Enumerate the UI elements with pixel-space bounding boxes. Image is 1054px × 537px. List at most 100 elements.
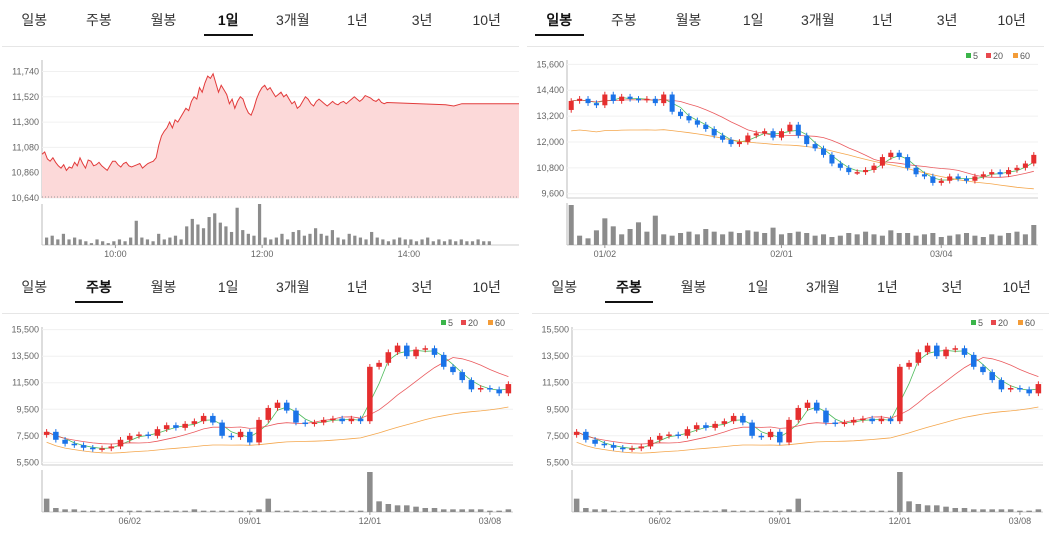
y-tick-label: 11,500: [12, 378, 39, 388]
ma-legend: 5 20 60: [966, 51, 1030, 61]
tab-8[interactable]: 10년: [1002, 279, 1031, 295]
volume-bar: [669, 235, 675, 245]
tab-8[interactable]: 10년: [472, 279, 501, 295]
volume-bar: [762, 233, 768, 245]
x-tick-label: 01/02: [594, 249, 617, 259]
tab-6[interactable]: 1년: [347, 279, 368, 295]
volume-bar: [168, 237, 172, 245]
volume-bar: [112, 241, 116, 245]
legend-swatch-60: [1013, 53, 1018, 58]
tab-3[interactable]: 월봉: [150, 12, 177, 28]
candle-body: [330, 418, 336, 421]
tab-1[interactable]: 일봉: [551, 279, 578, 295]
volume-bar: [336, 237, 340, 245]
volume-bar: [1007, 509, 1014, 512]
volume-bar: [635, 222, 642, 245]
candle-body: [786, 419, 792, 443]
volume-bar: [140, 237, 144, 245]
volume-bar: [656, 510, 663, 512]
tab-3[interactable]: 월봉: [150, 279, 177, 295]
tab-7[interactable]: 3년: [941, 279, 963, 295]
chart-svg: 15,500 13,500 11,500 9,500 7,500 5,500 06/02 09…: [11, 318, 513, 526]
y-tick-label: 10,640: [11, 193, 39, 203]
candle-body: [837, 163, 843, 168]
tab-2[interactable]: 주봉: [86, 12, 112, 28]
volume-bar: [84, 241, 88, 245]
volume-bar: [736, 233, 742, 245]
tab-2[interactable]: 주봉: [597, 275, 662, 303]
x-tick-label: 03/08: [479, 516, 502, 526]
x-tick-label: 12/01: [889, 516, 912, 526]
volume-bar: [62, 509, 68, 512]
candle-body: [219, 422, 225, 436]
volume-bar: [505, 509, 512, 512]
volume-bar: [213, 213, 217, 245]
tab-2[interactable]: 주봉: [67, 275, 132, 303]
volume-bar: [758, 510, 765, 512]
tab-2[interactable]: 주봉: [611, 12, 637, 28]
candle-body: [661, 94, 667, 104]
tab-8[interactable]: 10년: [997, 12, 1026, 28]
volume-bar: [330, 230, 335, 245]
tab-5[interactable]: 3개월: [806, 279, 840, 295]
intraday-chart-panel: 일봉 주봉 월봉 1일 3개월 1년 3년 10년 11,740 11,520 11,300 11,0…: [2, 8, 519, 270]
candle-body: [955, 176, 961, 179]
tab-4[interactable]: 1일: [747, 279, 769, 295]
volume-bar: [947, 235, 953, 245]
y-tick-label: 9,600: [541, 189, 564, 199]
tab-4[interactable]: 1일: [217, 279, 239, 295]
tab-1[interactable]: 일봉: [527, 8, 592, 36]
volume-bar: [841, 510, 848, 512]
tab-5[interactable]: 3개월: [276, 12, 310, 28]
volume-bar: [924, 505, 931, 512]
x-tick-label: 12/01: [359, 516, 382, 526]
volume-bar: [482, 241, 486, 245]
tab-5[interactable]: 3개월: [276, 279, 310, 295]
x-tick-label: 12:00: [251, 249, 274, 259]
volume-bar: [813, 510, 820, 512]
y-tick-label: 11,500: [542, 378, 569, 388]
volume-bar: [319, 233, 323, 245]
volume-bar: [163, 510, 170, 512]
weekly-chart-panel-left: 일봉 주봉 월봉 1일 3개월 1년 3년 10년 15,500 13,500 11,500 9,50…: [2, 275, 519, 537]
candle-body: [829, 154, 835, 164]
tab-1[interactable]: 일봉: [21, 12, 48, 28]
candle-body: [823, 410, 829, 423]
tab-6[interactable]: 1년: [877, 279, 898, 295]
legend-label-60: 60: [495, 318, 505, 328]
tab-4[interactable]: 1일: [742, 12, 764, 28]
tab-1[interactable]: 일봉: [21, 279, 48, 295]
volume-bar: [972, 235, 978, 245]
candle-body: [961, 348, 968, 355]
tab-3[interactable]: 월봉: [680, 279, 707, 295]
volume-bar: [162, 239, 166, 245]
tab-6[interactable]: 1년: [347, 12, 368, 28]
candle-body: [71, 443, 78, 446]
volume-bar: [823, 510, 829, 512]
tab-7[interactable]: 3년: [411, 279, 433, 295]
volume-bar: [376, 501, 382, 512]
volume-bar: [347, 233, 351, 245]
tab-4[interactable]: 1일: [196, 8, 261, 36]
tab-3[interactable]: 월봉: [675, 12, 702, 28]
y-tick-label: 11,740: [12, 67, 39, 77]
candle-body: [505, 384, 512, 394]
tab-5[interactable]: 3개월: [801, 12, 835, 28]
candle-body: [1017, 388, 1023, 390]
candle-body: [173, 425, 179, 428]
volume-bar: [468, 509, 475, 512]
candle-body: [90, 447, 96, 450]
volume-bar: [207, 217, 211, 245]
volume-bar: [375, 237, 379, 245]
volume-bar: [339, 510, 345, 512]
volume-bar: [778, 234, 784, 245]
volume-bar: [730, 510, 737, 512]
tab-6[interactable]: 1년: [872, 12, 893, 28]
volume-bar: [863, 231, 869, 245]
tab-7[interactable]: 3년: [936, 12, 958, 28]
volume-bar: [265, 498, 272, 512]
candle-body: [860, 418, 866, 421]
tab-8[interactable]: 10년: [472, 12, 501, 28]
tab-7[interactable]: 3년: [411, 12, 433, 28]
volume-bar: [210, 510, 216, 512]
